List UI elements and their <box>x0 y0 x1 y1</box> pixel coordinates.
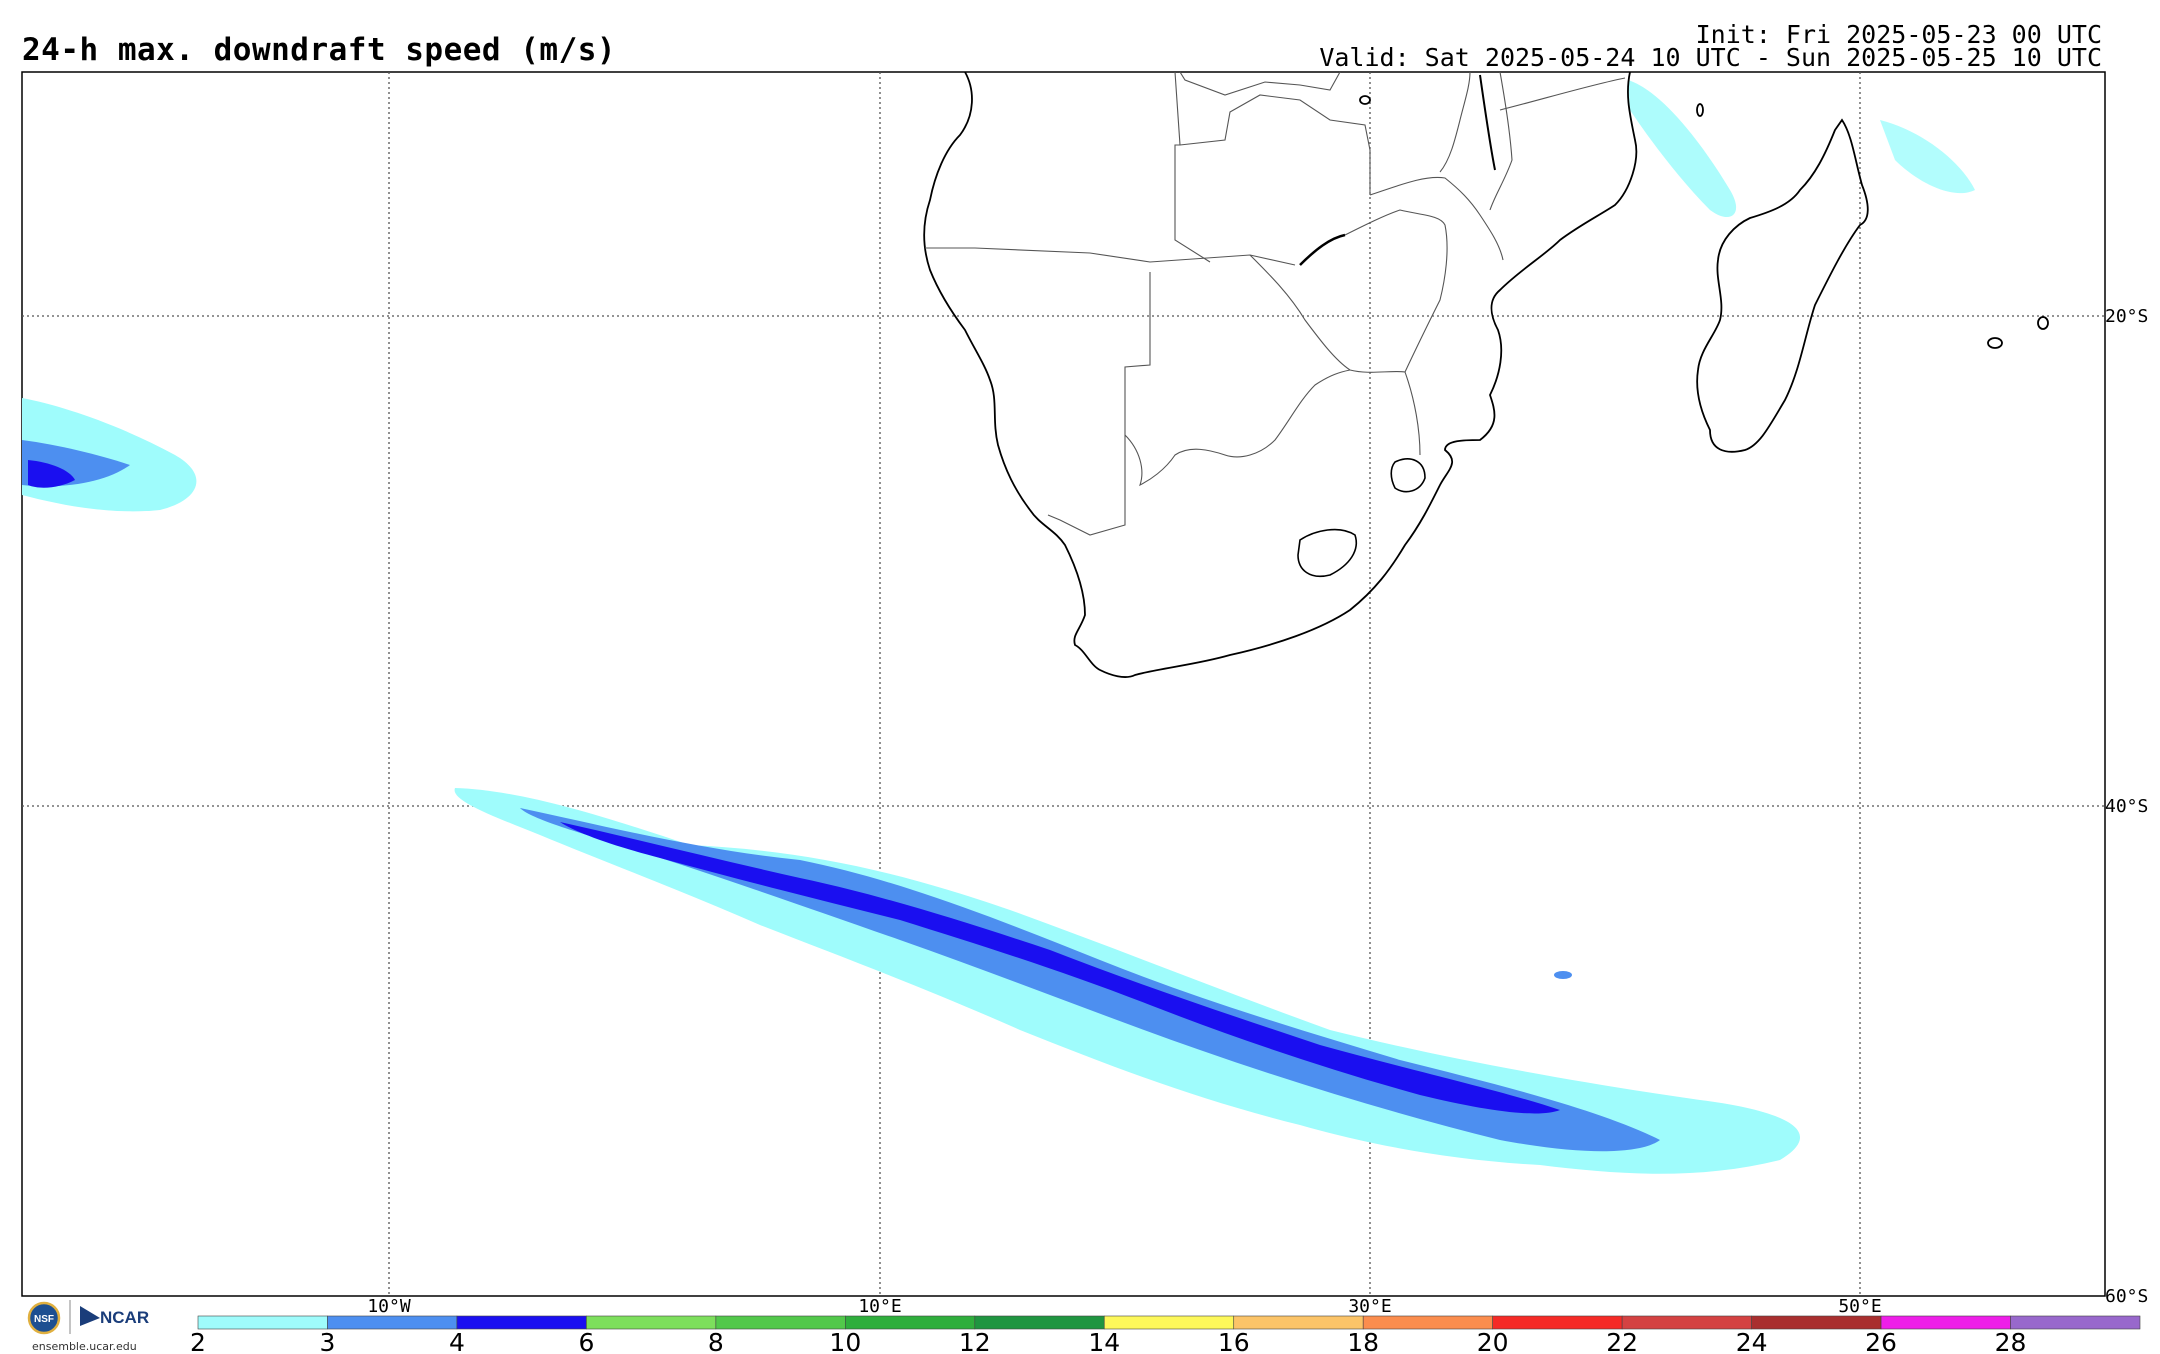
ncar-logo-text: NCAR <box>100 1308 150 1327</box>
field-northeast-light-2 <box>1880 120 1975 194</box>
lake-small <box>1359 95 1371 105</box>
border-zimbabwe <box>1249 254 1406 373</box>
country-borders <box>925 71 1626 536</box>
colorbar-swatch-5 <box>845 1315 976 1330</box>
colorbar-labels: 2 3 4 6 8 10 12 14 16 18 20 22 24 26 28 <box>190 1328 2026 1354</box>
colorbar-swatch-0 <box>197 1315 328 1330</box>
border-namibia-botswana <box>1047 272 1151 536</box>
lesotho-border <box>1297 528 1357 577</box>
lat-label-60s: 60°S <box>2105 1286 2148 1307</box>
init-time: Init: Fri 2025-05-23 00 UTC <box>1695 20 2102 49</box>
ncar-logo-mark <box>80 1306 100 1326</box>
field-small-blob <box>1554 971 1572 979</box>
colorbar-swatch-7 <box>1103 1315 1235 1330</box>
border-drc <box>1179 71 1341 96</box>
field-northeast-light <box>1628 80 1737 218</box>
coastlines <box>923 71 2049 678</box>
colorbar-swatch-1 <box>327 1315 458 1330</box>
lon-label-10e: 10°E <box>858 1296 901 1317</box>
reunion-island <box>1987 337 2003 349</box>
field-west-dark <box>28 460 75 488</box>
map-title: 24-h max. downdraft speed (m/s) <box>22 32 617 68</box>
border-angola-namibia <box>925 247 1296 266</box>
colorbar-swatch-10 <box>1492 1315 1623 1330</box>
lat-label-20s: 20°S <box>2105 306 2148 327</box>
eswatini-border <box>1390 458 1426 493</box>
colorbar-swatch-11 <box>1621 1315 1752 1330</box>
valid-time: Valid: Sat 2025-05-24 10 UTC - Sun 2025-… <box>1319 43 2102 72</box>
colorbar-swatch-6 <box>974 1315 1105 1330</box>
credit-url: ensemble.ucar.edu <box>32 1340 137 1353</box>
colorbar-tick-12: 24 <box>1736 1328 1768 1354</box>
colorbar-tick-6: 12 <box>959 1328 991 1354</box>
africa-coastline <box>923 71 1638 678</box>
madagascar-coastline <box>1696 118 1869 453</box>
field-band-dark <box>560 822 1560 1114</box>
colorbar-swatch-4 <box>715 1315 846 1330</box>
downdraft-field <box>22 80 1975 1174</box>
nsf-logo: NSF <box>27 1300 71 1335</box>
border-tanzania <box>1499 77 1626 111</box>
border-mozambique <box>1369 176 1504 261</box>
border-malawi <box>1439 71 1471 173</box>
colorbar-swatch-12 <box>1751 1315 1882 1330</box>
lake-malawi <box>1479 74 1496 171</box>
colorbar-swatch-2 <box>456 1315 587 1330</box>
colorbar-swatch-13 <box>1880 1315 2011 1330</box>
colorbar-tick-13: 26 <box>1865 1328 1897 1354</box>
mauritius-island <box>2037 316 2049 330</box>
colorbar-tick-14: 28 <box>1995 1328 2027 1354</box>
nsf-logo-text: NSF <box>34 1314 54 1325</box>
colorbar-tick-1: 3 <box>320 1328 336 1354</box>
colorbar-tick-9: 18 <box>1347 1328 1379 1354</box>
border-sa-mozambique <box>1404 371 1421 456</box>
colorbar-swatch-3 <box>586 1315 717 1330</box>
colorbar-swatch-9 <box>1362 1315 1493 1330</box>
border-botswana-sa <box>1124 369 1351 487</box>
lat-label-40s: 40°S <box>2105 796 2148 817</box>
colorbar-swatch-8 <box>1233 1315 1364 1330</box>
comoros-island <box>1696 103 1704 117</box>
colorbar-tick-5: 10 <box>829 1328 861 1354</box>
lon-label-10w: 10°W <box>367 1296 411 1317</box>
lake-kariba <box>1299 233 1346 266</box>
nsf-logo-circle <box>27 1301 61 1335</box>
ncar-logo <box>80 1306 100 1326</box>
colorbar-tick-3: 6 <box>578 1328 594 1354</box>
lon-label-30e: 30°E <box>1348 1296 1391 1317</box>
gridlines <box>22 72 2105 1296</box>
border-malawi-east <box>1489 71 1513 211</box>
border-zambia-east <box>1179 94 1371 195</box>
colorbar-tick-7: 14 <box>1088 1328 1120 1354</box>
map-frame <box>21 71 2106 1297</box>
colorbar-tick-2: 4 <box>449 1328 465 1354</box>
border-zambia <box>1174 71 1211 263</box>
colorbar-tick-8: 16 <box>1218 1328 1250 1354</box>
colorbar <box>197 1315 2141 1330</box>
colorbar-tick-10: 20 <box>1477 1328 1509 1354</box>
lon-label-50e: 50°E <box>1838 1296 1881 1317</box>
colorbar-swatch-14 <box>2010 1315 2141 1330</box>
colorbar-tick-11: 22 <box>1606 1328 1638 1354</box>
colorbar-tick-0: 2 <box>190 1328 206 1354</box>
colorbar-tick-4: 8 <box>708 1328 724 1354</box>
border-zimbabwe-east <box>1344 209 1448 373</box>
